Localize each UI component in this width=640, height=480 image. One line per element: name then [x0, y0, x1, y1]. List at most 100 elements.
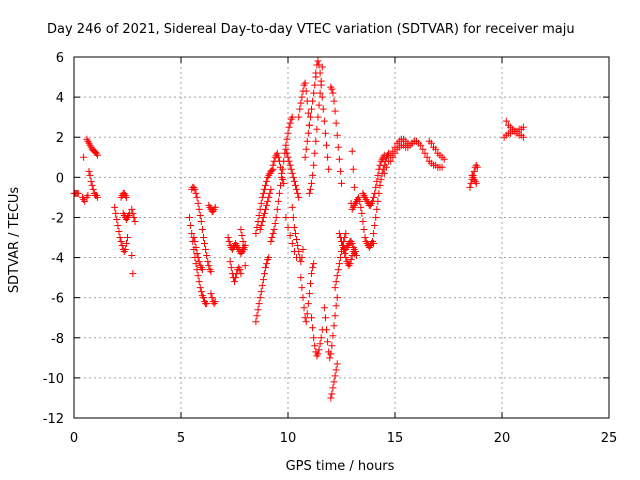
series-t22: [269, 149, 288, 187]
data-point: [288, 113, 296, 121]
data-point: [194, 254, 202, 262]
data-point: [285, 157, 293, 165]
axis-ticks: [73, 56, 610, 419]
data-point: [317, 81, 325, 89]
data-point: [286, 161, 294, 169]
data-point: [311, 149, 319, 157]
data-point: [288, 240, 296, 248]
series-t30: [312, 57, 333, 173]
series-t18: [252, 254, 273, 326]
data-point: [279, 175, 287, 183]
data-point: [332, 119, 340, 127]
data-point: [194, 199, 202, 207]
data-point: [519, 133, 527, 141]
data-point: [273, 205, 281, 213]
data-point: [298, 284, 306, 292]
data-point: [334, 266, 342, 274]
data-point: [389, 153, 397, 161]
data-point: [440, 155, 448, 163]
data-point: [224, 234, 232, 241]
data-point: [111, 203, 119, 211]
data-point: [370, 193, 378, 201]
data-point: [331, 312, 339, 320]
data-point: [336, 167, 344, 175]
data-point: [274, 153, 282, 161]
data-point: [259, 276, 267, 284]
y-tick-label: -10: [43, 372, 64, 387]
data-point: [327, 350, 335, 358]
data-point: [329, 332, 337, 340]
y-tick-labels: -12 -10 -8 -6 -4 -2 0 2 4 6: [43, 51, 64, 427]
data-point: [305, 121, 313, 129]
data-point: [335, 229, 343, 237]
data-point: [332, 278, 340, 286]
data-point: [310, 260, 318, 268]
data-point: [211, 203, 219, 211]
data-point: [329, 89, 337, 97]
data-point: [266, 189, 274, 197]
data-point: [338, 179, 345, 187]
data-point: [309, 324, 317, 332]
data-point: [257, 288, 265, 296]
data-point: [348, 240, 356, 248]
data-point: [472, 179, 480, 187]
data-point: [376, 181, 384, 189]
data-point: [299, 246, 307, 254]
data-point: [260, 270, 268, 278]
data-point: [269, 229, 277, 237]
data-point: [203, 252, 211, 260]
data-point: [306, 280, 314, 288]
data-point: [258, 282, 266, 290]
data-point: [355, 193, 363, 201]
y-tick-label: -2: [51, 211, 64, 226]
data-point: [284, 129, 292, 137]
data-point: [291, 229, 299, 237]
data-point: [356, 197, 364, 205]
data-point: [303, 137, 311, 145]
data-point: [290, 248, 298, 256]
data-point: [288, 203, 296, 211]
data-point: [198, 225, 206, 233]
data-point: [129, 270, 137, 278]
series-t41: [387, 137, 446, 171]
data-point: [417, 141, 425, 149]
data-point: [256, 294, 264, 302]
series-t4: [85, 167, 102, 201]
plot-frame: [73, 56, 610, 419]
data-point: [265, 254, 273, 262]
data-point: [419, 145, 427, 153]
data-point: [254, 306, 262, 314]
data-point: [258, 217, 266, 225]
data-point: [438, 163, 446, 171]
series-t9: [128, 205, 139, 278]
data-point: [194, 272, 202, 280]
data-point: [308, 105, 316, 113]
series-t42: [425, 137, 448, 163]
data-point: [309, 264, 317, 272]
data-point: [312, 137, 320, 145]
series-t46: [502, 117, 527, 141]
data-point: [323, 326, 331, 334]
data-point: [421, 149, 429, 157]
y-tick-label: 2: [56, 131, 64, 146]
data-point: [372, 213, 380, 221]
data-point: [323, 141, 331, 149]
data-point: [310, 89, 318, 97]
data-point: [241, 242, 249, 250]
y-tick-label: 4: [56, 91, 64, 106]
data-point: [252, 229, 260, 237]
data-point: [240, 246, 248, 254]
data-point: [314, 113, 322, 121]
series-t48: [282, 213, 301, 262]
data-point: [317, 334, 325, 342]
data-point: [306, 185, 314, 193]
data-point: [207, 268, 215, 276]
data-point: [283, 135, 291, 143]
data-point: [81, 197, 89, 205]
data-point: [287, 165, 295, 173]
data-point: [308, 179, 316, 187]
series-t39: [370, 149, 393, 237]
data-point: [187, 221, 195, 229]
series-t11: [188, 183, 215, 276]
data-point: [225, 238, 233, 246]
